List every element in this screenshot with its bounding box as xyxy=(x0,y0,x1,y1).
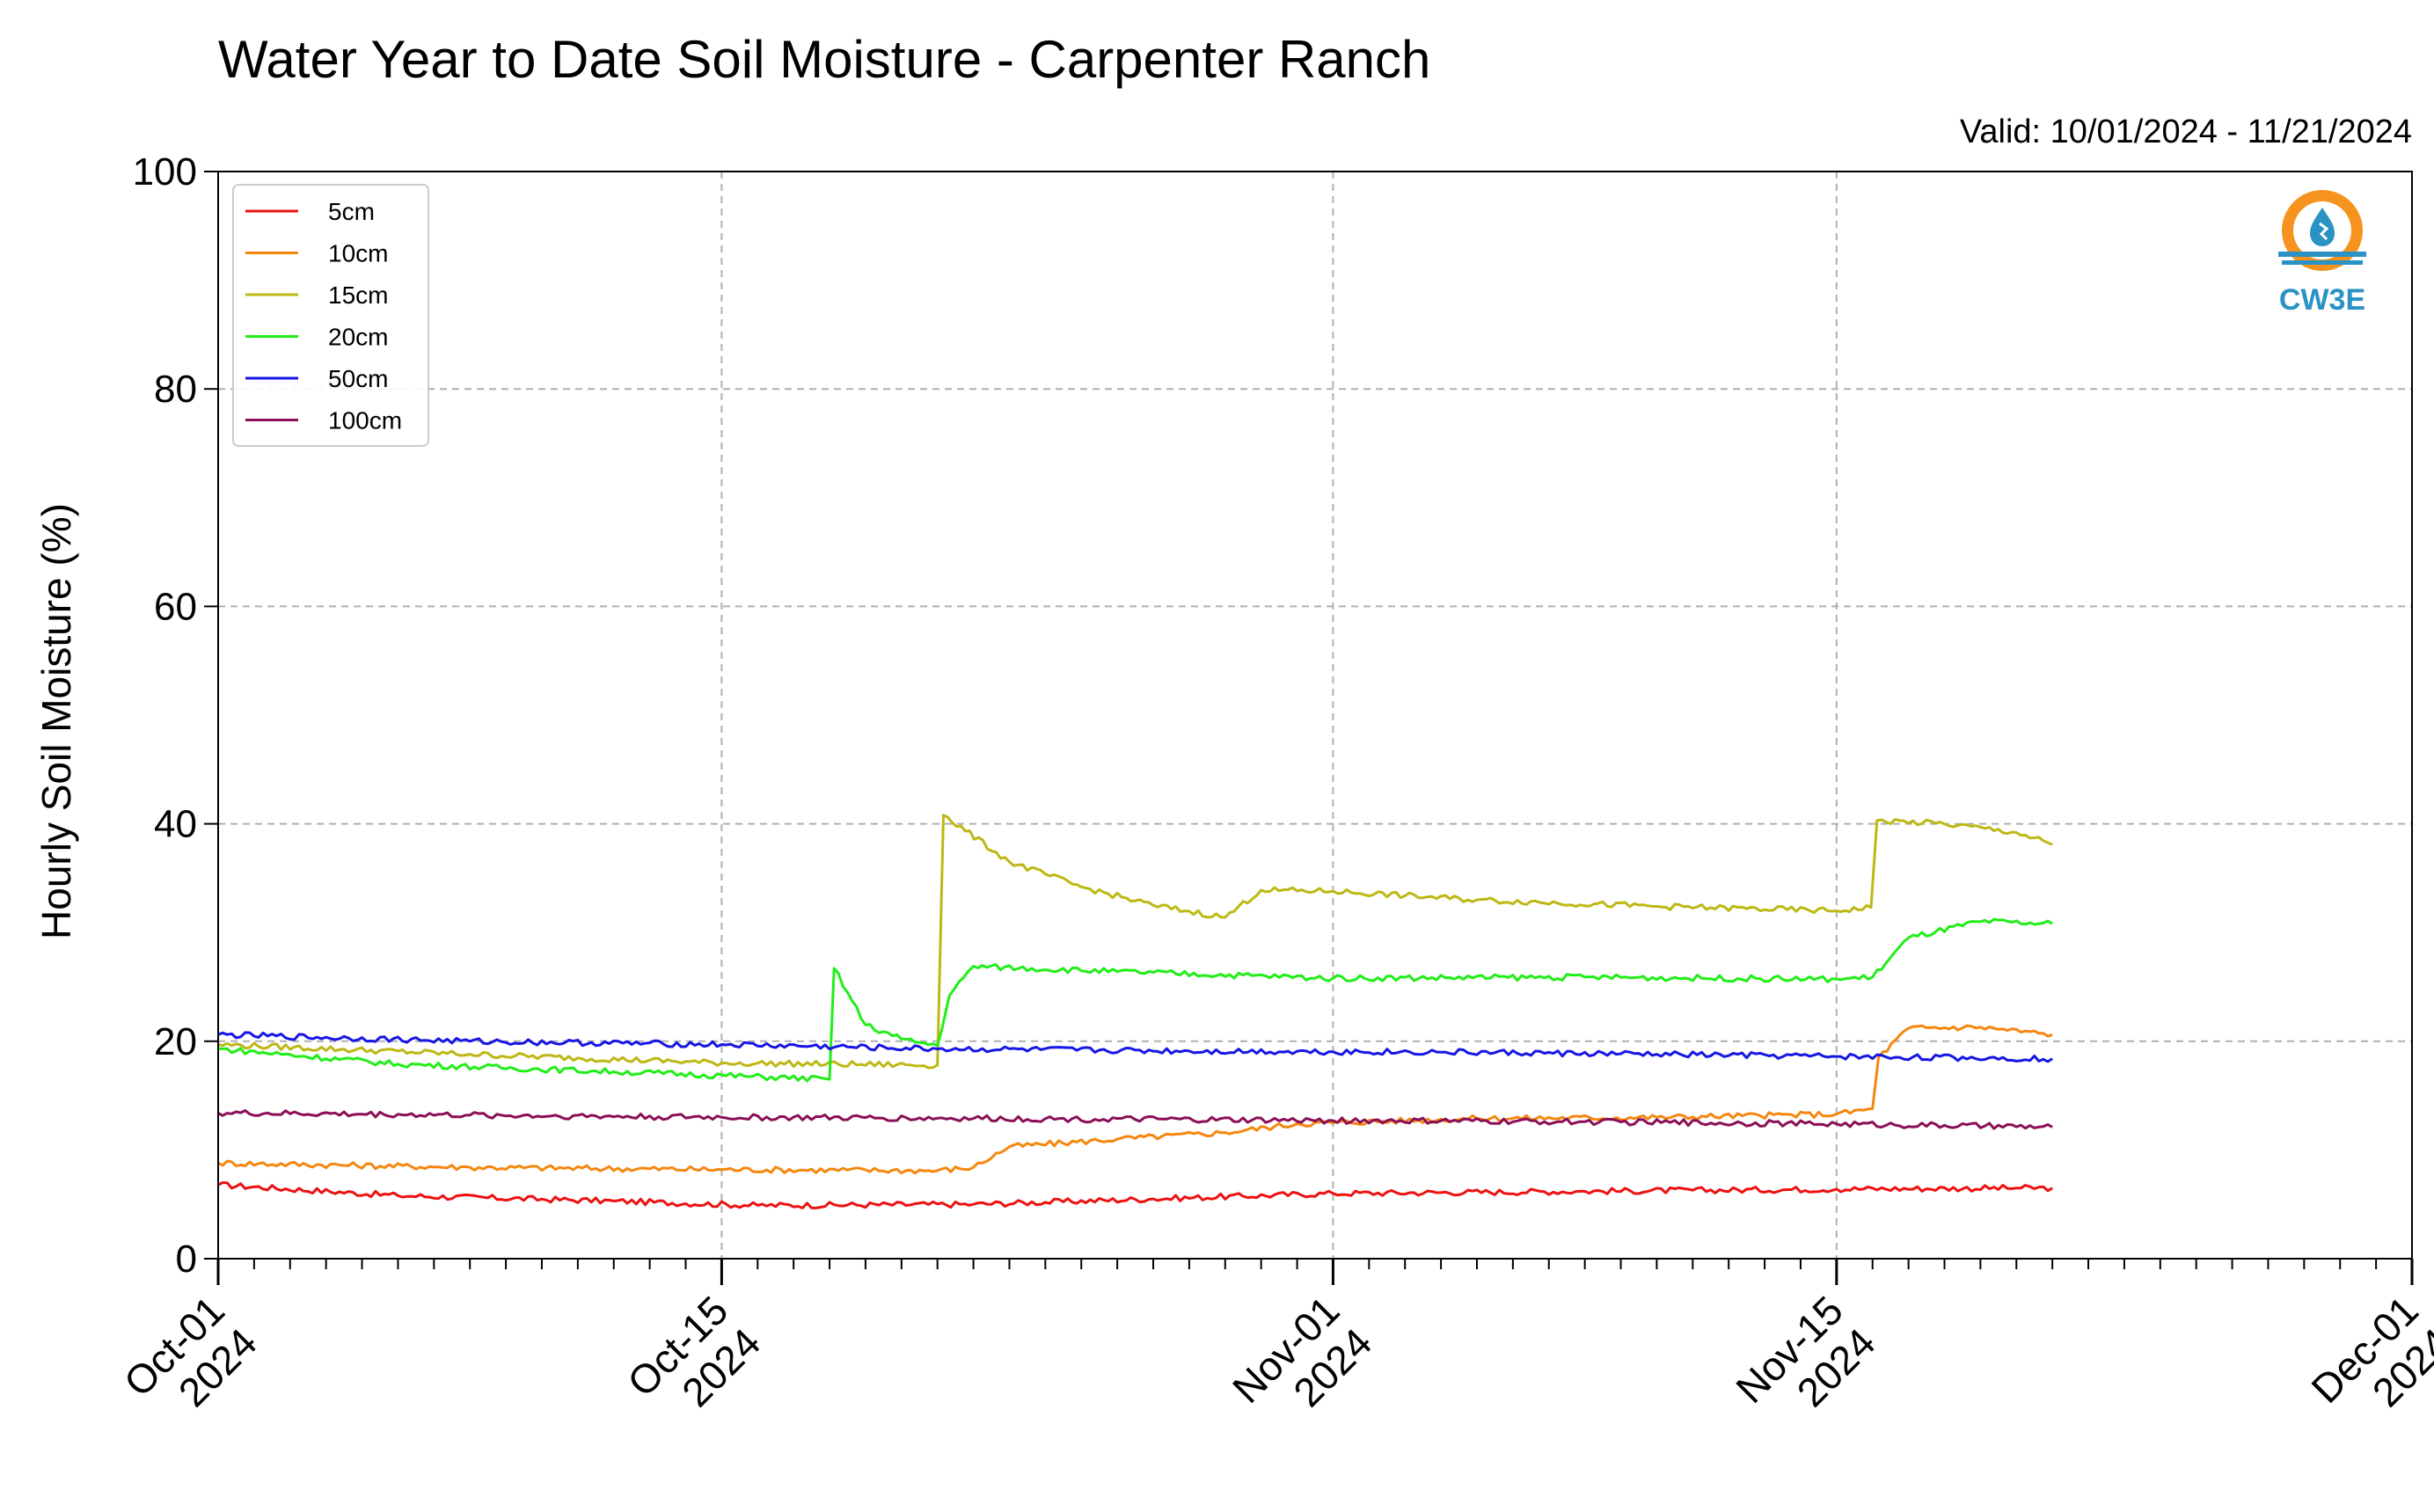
logo-text: CW3E xyxy=(2279,283,2365,317)
x-tick-label: Oct-012024 xyxy=(115,1287,266,1437)
series-lines xyxy=(217,814,2053,1209)
x-tick-label: Nov-152024 xyxy=(1727,1287,1883,1443)
y-tick-label: 80 xyxy=(154,368,197,411)
y-tick-label: 100 xyxy=(133,150,197,194)
y-axis-ticks: 0 20 40 60 80 100 xyxy=(133,150,218,1281)
series-line-100cm xyxy=(217,1109,2053,1130)
y-tick-label: 20 xyxy=(154,1020,197,1063)
gridlines xyxy=(217,171,2413,1260)
y-axis-label: Hourly Soil Moisture (%) xyxy=(33,503,79,939)
valid-date-range: Valid: 10/01/2024 - 11/21/2024 xyxy=(1960,113,2412,150)
series-line-15cm xyxy=(217,814,2053,1070)
y-tick-label: 40 xyxy=(154,803,197,846)
series-line-50cm xyxy=(217,1031,2053,1063)
cw3e-logo: CW3E xyxy=(2278,190,2366,317)
series-line-5cm xyxy=(217,1181,2053,1209)
y-tick-label: 0 xyxy=(176,1238,197,1281)
series-line-20cm xyxy=(217,917,2053,1083)
x-axis-ticks: Oct-012024 Oct-152024 Nov-012024 Nov-152024… xyxy=(115,1259,2434,1443)
legend-entry-5cm: 5cm xyxy=(328,198,375,225)
logo-wave-icon xyxy=(2282,260,2363,265)
chart-title: Water Year to Date Soil Moisture - Carpe… xyxy=(218,30,1430,89)
x-tick-label: Nov-012024 xyxy=(1224,1287,1380,1443)
series-line-10cm xyxy=(217,1024,2053,1175)
x-tick-label: Oct-152024 xyxy=(618,1287,769,1437)
logo-bolt-icon xyxy=(2319,222,2329,241)
x-tick-label: Dec-012024 xyxy=(2302,1287,2434,1443)
legend-entry-20cm: 20cm xyxy=(328,324,388,351)
legend-entry-50cm: 50cm xyxy=(328,365,388,392)
legend-entry-15cm: 15cm xyxy=(328,281,388,309)
logo-wave-icon xyxy=(2278,252,2366,257)
legend-entry-100cm: 100cm xyxy=(328,407,402,435)
legend: 5cm 10cm 15cm 20cm 50cm 100cm xyxy=(232,184,429,447)
legend-entry-10cm: 10cm xyxy=(328,240,388,267)
y-tick-label: 60 xyxy=(154,585,197,628)
plot-frame xyxy=(217,171,2413,1260)
legend-box xyxy=(232,184,429,447)
